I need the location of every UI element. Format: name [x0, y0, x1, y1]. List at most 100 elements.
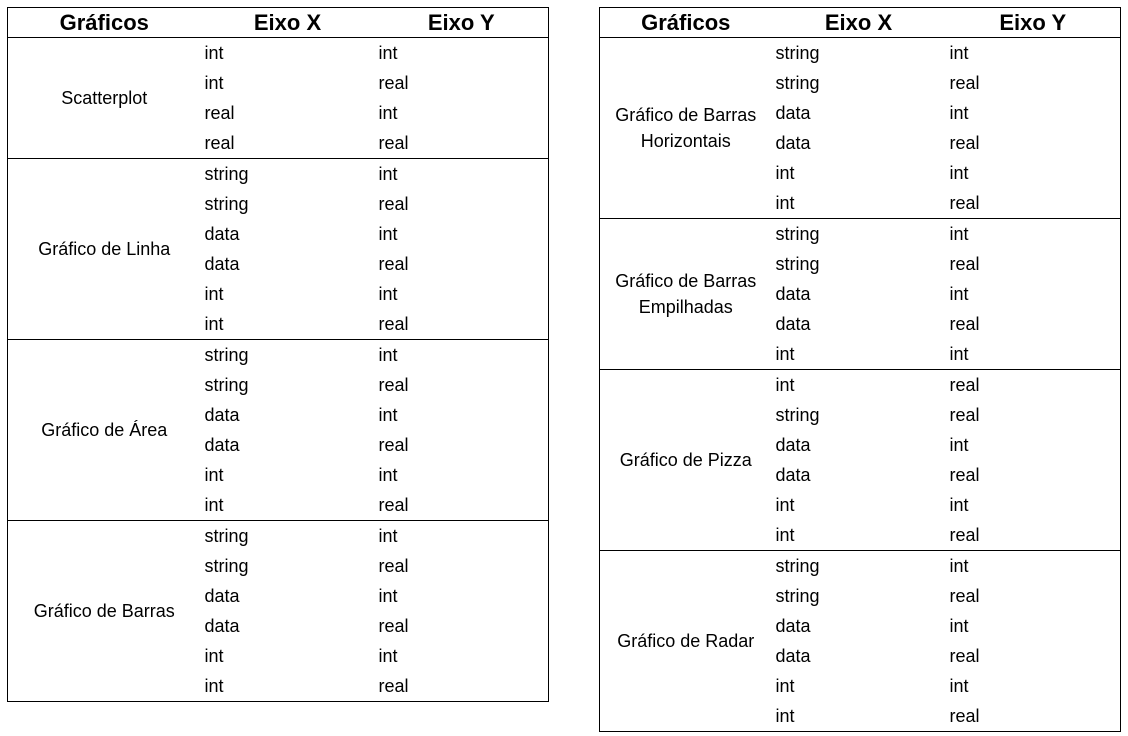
chart-type-cell: Gráfico de Pizza — [599, 369, 772, 551]
table-row: int int — [600, 158, 1121, 188]
y-axis-type-cell: real — [949, 464, 980, 485]
x-axis-type-cell: int — [771, 369, 946, 400]
chart-group: Gráfico de Barras Horizontais string int st… — [600, 38, 1121, 219]
x-axis-type-cell: string — [200, 339, 375, 370]
y-axis-type-cell: int — [378, 404, 398, 425]
table-row: int real — [8, 309, 549, 340]
table-row: string real — [8, 189, 549, 219]
header-row: Gráficos Eixo X Eixo Y — [599, 8, 1121, 38]
table-row: Gráfico de Pizza int real — [599, 369, 1121, 551]
table-row: data int — [600, 611, 1121, 641]
y-axis-type-cell: real — [378, 555, 409, 576]
table-row: data real — [600, 309, 1121, 339]
y-axis-type-cell: real — [378, 675, 409, 696]
table-row: data real — [600, 460, 1121, 490]
chart-group: Gráfico de Área string int string real data in… — [7, 339, 549, 521]
y-axis-type-cell: int — [378, 223, 398, 244]
y-axis-type-cell: real — [378, 132, 409, 153]
table-row: string real — [600, 249, 1121, 279]
x-axis-type-cell: int — [775, 675, 795, 696]
y-axis-type-cell: int — [949, 615, 969, 636]
y-axis-type-cell: int — [949, 434, 969, 455]
table-row: data int — [600, 430, 1121, 460]
x-axis-type-cell: int — [204, 42, 224, 63]
x-axis-type-cell: data — [775, 464, 811, 485]
y-axis-type-cell: real — [378, 434, 409, 455]
table-row: Gráfico de Linha string int — [7, 158, 549, 340]
y-axis-type-cell: int — [949, 162, 969, 183]
y-axis-type-cell: int — [378, 464, 398, 485]
table-row: int int — [600, 339, 1121, 370]
x-axis-type-cell: string — [204, 555, 249, 576]
table-row: int real — [8, 68, 549, 98]
x-axis-type-cell: int — [204, 72, 224, 93]
y-axis-type-cell: real — [949, 253, 980, 274]
y-axis-type-cell: real — [378, 253, 409, 274]
y-axis-type-cell: real — [378, 615, 409, 636]
y-axis-type-cell: real — [949, 404, 980, 425]
y-axis-type-cell: real — [949, 585, 980, 606]
y-axis-type-cell: int — [949, 675, 969, 696]
y-axis-type-cell: real — [945, 369, 1121, 400]
y-axis-type-cell: real — [949, 705, 980, 726]
y-axis-type-cell: real — [378, 313, 409, 334]
table-row: string real — [600, 400, 1121, 430]
y-axis-type-cell: real — [949, 132, 980, 153]
x-axis-type-cell: data — [204, 434, 240, 455]
table-row: data real — [600, 641, 1121, 671]
header-y-axis: Eixo Y — [427, 9, 495, 35]
table-row: int int — [8, 641, 549, 671]
table-row: int int — [8, 279, 549, 309]
table-row: data int — [8, 219, 549, 249]
table-row: Gráfico de Barras Horizontais string int — [600, 38, 1121, 152]
chart-type-cell: Gráfico de Barras Horizontais — [615, 105, 757, 151]
x-axis-type-cell: int — [204, 645, 224, 666]
chart-type-cell: Scatterplot — [61, 88, 148, 108]
table-row: string real — [600, 68, 1121, 98]
x-axis-type-cell: data — [775, 313, 811, 334]
table-row: data int — [600, 98, 1121, 128]
table-row: Gráfico de Área string int — [7, 339, 549, 521]
y-axis-type-cell: int — [949, 283, 969, 304]
table-row: string real — [8, 370, 549, 400]
x-axis-type-cell: string — [200, 520, 375, 551]
x-axis-type-cell: data — [775, 645, 811, 666]
y-axis-type-cell: int — [374, 520, 549, 551]
y-axis-type-cell: real — [949, 524, 980, 545]
header-y-axis: Eixo Y — [999, 9, 1067, 35]
header-charts: Gráficos — [59, 9, 149, 35]
x-axis-type-cell: int — [775, 192, 795, 213]
x-axis-type-cell: string — [200, 158, 375, 189]
table-row: int int — [600, 490, 1121, 520]
table-row: int int — [600, 671, 1121, 701]
x-axis-type-cell: string — [204, 193, 249, 214]
y-axis-type-cell: int — [378, 102, 398, 123]
x-axis-type-cell: data — [204, 615, 240, 636]
y-axis-type-cell: int — [378, 42, 398, 63]
table-row: data real — [8, 430, 549, 460]
chart-axis-table-left: Gráficos Eixo X Eixo Y Scatterplot int int… — [7, 7, 549, 702]
x-axis-type-cell: string — [775, 585, 820, 606]
y-axis-type-cell: int — [378, 585, 398, 606]
x-axis-type-cell: int — [204, 313, 224, 334]
x-axis-type-cell: data — [775, 102, 811, 123]
x-axis-type-cell: int — [204, 283, 224, 304]
y-axis-type-cell: int — [949, 42, 969, 63]
x-axis-type-cell: data — [204, 404, 240, 425]
x-axis-type-cell: string — [204, 374, 249, 395]
x-axis-type-cell: int — [204, 464, 224, 485]
header-row: Gráficos Eixo X Eixo Y — [7, 8, 549, 38]
chart-type-cell: Gráfico de Barras — [7, 520, 201, 702]
chart-type-cell: Gráfico de Barras Empilhadas — [599, 218, 772, 370]
chart-type-cell: Gráfico de Linha — [7, 158, 201, 340]
header-charts: Gráficos — [641, 9, 731, 35]
x-axis-type-cell: int — [775, 162, 795, 183]
table-row: int real — [600, 188, 1121, 219]
table-row: Scatterplot int int — [8, 38, 549, 109]
x-axis-type-cell: data — [204, 223, 240, 244]
table-row: data int — [600, 279, 1121, 309]
y-axis-type-cell: int — [374, 158, 549, 189]
table-row: data int — [8, 581, 549, 611]
x-axis-type-cell: int — [775, 494, 795, 515]
y-axis-type-cell: real — [378, 72, 409, 93]
